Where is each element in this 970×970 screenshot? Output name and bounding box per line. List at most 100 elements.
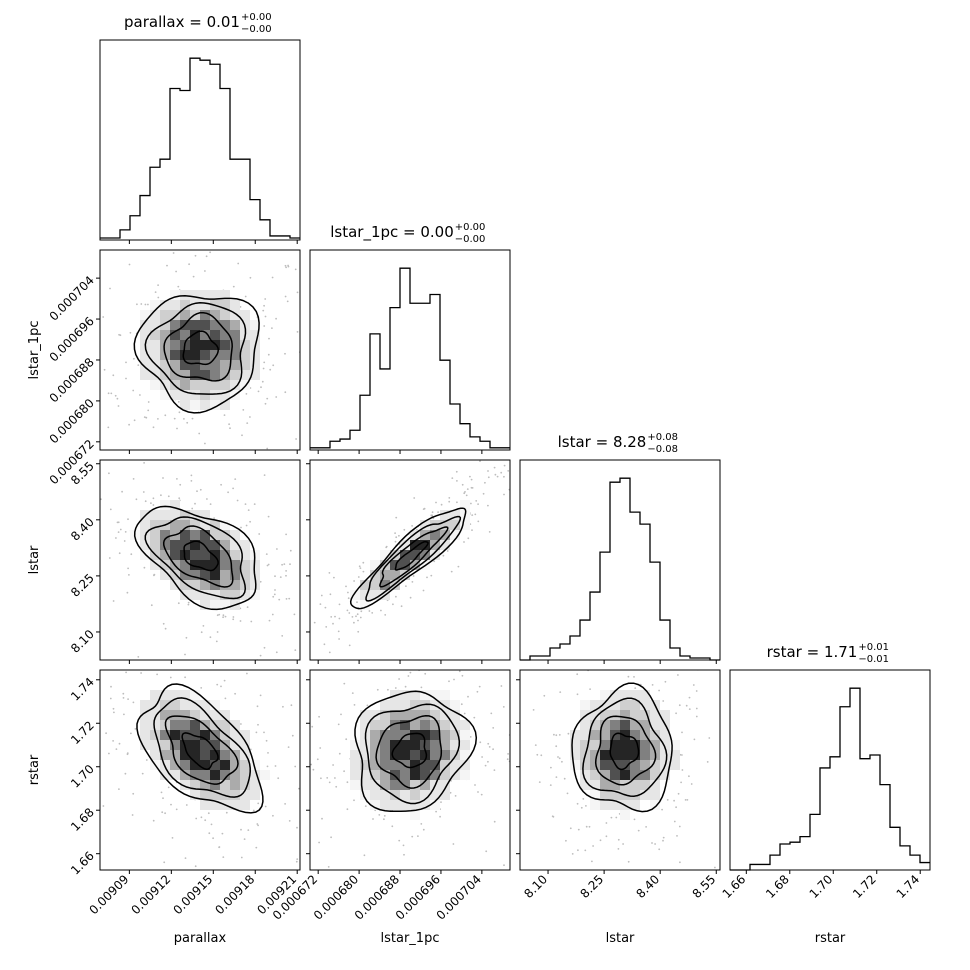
density-cell (610, 700, 620, 710)
density-cell (570, 760, 580, 770)
sample-point (714, 866, 716, 869)
sample-point (152, 497, 155, 500)
density-cell (250, 770, 260, 780)
density-cell (380, 700, 390, 710)
density-cell (400, 690, 410, 700)
density-cell (640, 710, 650, 720)
sample-point (384, 614, 387, 616)
sample-point (471, 487, 474, 489)
sample-point (132, 478, 135, 480)
sample-point (257, 390, 260, 393)
density-cell (150, 560, 160, 570)
sample-point (223, 679, 226, 682)
sample-point (258, 533, 261, 535)
sample-point (176, 427, 178, 430)
density-cell (450, 710, 460, 720)
density-cell (220, 330, 230, 340)
sample-point (662, 839, 664, 842)
sample-point (331, 370, 333, 372)
density-cell (410, 530, 420, 540)
density-cell (190, 740, 200, 750)
density-cell (210, 800, 220, 810)
density-cell (390, 750, 400, 760)
axes-frame (309, 459, 511, 661)
sample-point (130, 732, 132, 735)
sample-point (145, 759, 148, 761)
density-cell (220, 580, 230, 590)
density-cell (360, 600, 370, 610)
density-cell (220, 370, 230, 380)
density-cell (370, 790, 380, 800)
sample-point (489, 662, 491, 664)
density-cell (620, 740, 630, 750)
sample-point (275, 774, 277, 776)
sample-point (250, 620, 253, 623)
sample-point (112, 740, 114, 742)
density-cell (240, 770, 250, 780)
title-text: lstar_1pc = 0.00 (330, 223, 454, 242)
sample-point (163, 861, 166, 864)
density-cell (210, 560, 220, 570)
density-cell (640, 720, 650, 730)
density-cell (200, 770, 210, 780)
sample-point (129, 331, 132, 334)
density-cell (180, 390, 190, 400)
sample-point (265, 553, 268, 555)
density-cell (590, 730, 600, 740)
density-cell (390, 700, 400, 710)
sample-point (307, 797, 309, 799)
density-cell (440, 540, 450, 550)
density-cell (220, 310, 230, 320)
density-cell (200, 290, 210, 300)
density-cell (160, 700, 170, 710)
density-cell (160, 750, 170, 760)
sample-point (179, 452, 181, 454)
sample-point (661, 808, 663, 811)
sample-point (262, 309, 265, 312)
sample-point (177, 235, 179, 237)
density-cell (390, 730, 400, 740)
sample-point (152, 819, 155, 822)
sample-point (184, 857, 187, 859)
density-cell (150, 720, 160, 730)
density-cell (220, 770, 230, 780)
histogram-lstar (520, 477, 720, 661)
sample-point (295, 860, 298, 863)
density-cell (210, 310, 220, 320)
sample-point (265, 672, 267, 674)
sample-point (270, 621, 272, 623)
sample-point (276, 548, 278, 550)
sample-point (306, 605, 308, 607)
density-cell (150, 740, 160, 750)
density-cell (210, 790, 220, 800)
sample-point (522, 621, 524, 623)
density-cell (410, 740, 420, 750)
sample-point (456, 501, 458, 504)
sample-point (487, 742, 490, 745)
x-tick-label: 0.000704 (434, 872, 484, 922)
density-cell (150, 380, 160, 390)
density-cell (590, 780, 600, 790)
density-cell (240, 570, 250, 580)
density-cell (210, 750, 220, 760)
sample-point (767, 789, 769, 791)
sample-point (268, 337, 270, 340)
sample-point (224, 615, 227, 618)
sample-point (155, 240, 157, 242)
contour-line (153, 697, 251, 798)
sample-point (465, 494, 468, 497)
sample-point (337, 723, 340, 726)
sample-point (666, 799, 669, 801)
sample-point (411, 657, 413, 659)
sample-point (257, 802, 260, 805)
density-cell (170, 740, 180, 750)
sample-point (93, 625, 95, 627)
sample-point (102, 805, 105, 807)
density-cell (180, 310, 190, 320)
sample-point (112, 707, 115, 710)
density-cell (450, 770, 460, 780)
sample-point (262, 367, 265, 370)
sample-point (284, 264, 287, 267)
sample-point (139, 394, 141, 396)
sample-point (303, 606, 305, 608)
